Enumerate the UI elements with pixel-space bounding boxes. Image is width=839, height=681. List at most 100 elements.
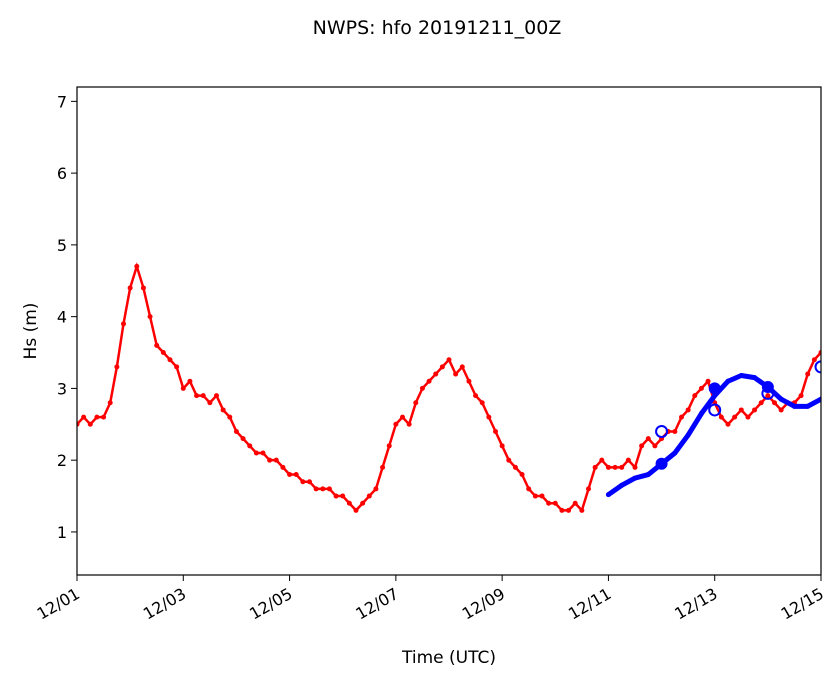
observed-point xyxy=(546,500,552,506)
observed-point xyxy=(499,443,505,449)
model-marker-open xyxy=(708,403,722,417)
observed-point xyxy=(685,407,691,413)
observed-point xyxy=(267,457,273,463)
observed-point xyxy=(473,393,479,399)
observed-point xyxy=(512,464,518,470)
model-marker-filled xyxy=(708,382,721,395)
x-axis-label: Time (UTC) xyxy=(401,648,496,668)
observed-point xyxy=(140,285,146,291)
observed-point xyxy=(718,414,724,420)
x-tick-label: 12/03 xyxy=(140,584,189,624)
observed-point xyxy=(287,472,293,478)
observed-point xyxy=(506,457,512,463)
observed-point xyxy=(493,428,498,434)
observed-point xyxy=(127,285,133,291)
observed-point xyxy=(233,428,239,434)
y-tick-label: 5 xyxy=(57,236,67,255)
observed-point xyxy=(652,443,658,449)
observed-point xyxy=(94,414,100,420)
observed-point xyxy=(253,450,259,456)
model-point xyxy=(685,432,691,438)
observed-point xyxy=(134,263,140,269)
x-tick-label: 12/09 xyxy=(459,584,508,624)
observed-point xyxy=(811,357,817,363)
observed-point xyxy=(154,342,160,348)
observed-point xyxy=(805,371,811,377)
x-tick-label: 12/11 xyxy=(565,584,614,624)
observed-point xyxy=(280,464,286,470)
observed-point xyxy=(459,364,465,370)
model-point xyxy=(645,472,651,478)
x-tick-label: 12/07 xyxy=(352,584,401,624)
observed-point xyxy=(486,414,492,420)
observed-point xyxy=(121,321,126,327)
model-point xyxy=(632,475,638,481)
observed-point xyxy=(639,443,645,449)
observed-point xyxy=(194,393,200,399)
y-tick-label: 2 xyxy=(57,451,67,470)
model-point xyxy=(672,450,678,456)
observed-point xyxy=(227,414,233,420)
observed-point xyxy=(705,378,711,384)
observed-point xyxy=(752,407,758,413)
observed-point xyxy=(765,393,771,399)
y-axis-label: Hs (m) xyxy=(21,303,41,360)
observed-point xyxy=(366,493,372,499)
observed-point xyxy=(439,364,445,370)
observed-point xyxy=(426,378,432,384)
observed-point xyxy=(433,371,439,377)
y-tick-label: 7 xyxy=(57,92,67,111)
observed-point xyxy=(107,400,113,406)
observed-point xyxy=(679,414,684,420)
model-marker-filled xyxy=(655,457,668,470)
chart-title: NWPS: hfo 20191211_00Z xyxy=(313,17,562,39)
observed-point xyxy=(732,414,738,420)
model-point xyxy=(752,375,758,381)
observed-point xyxy=(247,443,253,449)
observed-point xyxy=(220,407,226,413)
observed-point xyxy=(532,493,538,499)
observed-point xyxy=(200,393,206,399)
observed-point xyxy=(758,400,764,406)
observed-point xyxy=(725,421,731,427)
observed-point xyxy=(353,507,359,513)
model-point xyxy=(791,403,797,409)
observed-point xyxy=(380,464,386,470)
observed-point xyxy=(572,500,578,506)
observed-point xyxy=(625,457,631,463)
y-tick-label: 6 xyxy=(57,164,67,183)
observed-point xyxy=(599,457,605,463)
observed-point xyxy=(592,464,598,470)
observed-point xyxy=(672,428,678,434)
observed-point xyxy=(240,436,246,442)
model-point xyxy=(818,396,821,402)
observed-point xyxy=(320,486,326,492)
axes-frame xyxy=(76,86,822,576)
model-point xyxy=(778,396,784,402)
model-point xyxy=(605,492,611,498)
observed-point xyxy=(519,472,525,478)
x-tick-label: 12/13 xyxy=(671,584,720,624)
observed-point xyxy=(539,493,545,499)
observed-point xyxy=(340,493,346,499)
observed-point xyxy=(333,493,339,499)
observed-point xyxy=(645,436,651,442)
observed-point xyxy=(586,486,591,492)
model-point xyxy=(738,372,744,378)
y-tick-label: 1 xyxy=(57,523,67,542)
observed-point xyxy=(612,464,618,470)
observed-point xyxy=(559,507,565,513)
model-point xyxy=(725,378,731,384)
x-tick-label: 12/01 xyxy=(34,584,83,624)
observed-point xyxy=(260,450,266,456)
observed-point xyxy=(167,357,173,363)
observed-point xyxy=(101,414,107,420)
model-point xyxy=(712,393,718,399)
observed-point xyxy=(738,407,744,413)
observed-point xyxy=(313,486,319,492)
observed-point xyxy=(605,464,611,470)
observed-point xyxy=(446,357,452,363)
observed-point xyxy=(419,385,425,391)
observed-point xyxy=(698,385,704,391)
